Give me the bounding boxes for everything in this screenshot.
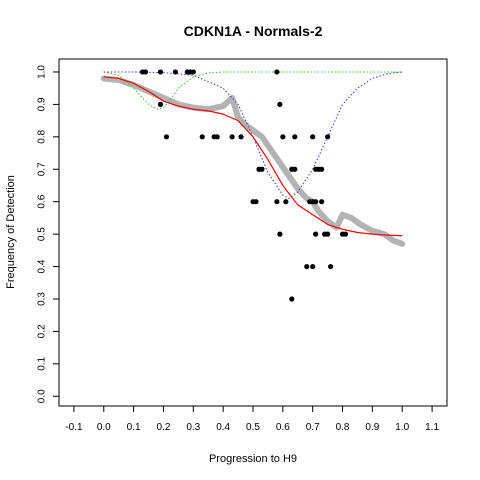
chart-title: CDKN1A - Normals-2 <box>184 23 323 39</box>
data-point <box>313 232 318 237</box>
x-tick-label: 0.5 <box>246 422 260 433</box>
data-point <box>230 134 235 139</box>
x-tick-label: 1.0 <box>395 422 409 433</box>
y-tick-label: 0.0 <box>37 389 48 403</box>
fit-series-line <box>104 77 402 236</box>
y-tick-label: 0.3 <box>37 292 48 306</box>
data-point <box>215 134 220 139</box>
x-tick-label: 0.7 <box>306 422 320 433</box>
plot-area <box>104 69 402 301</box>
data-point <box>319 199 324 204</box>
x-tick-label: 0.0 <box>97 422 111 433</box>
data-point <box>277 102 282 107</box>
data-point <box>310 264 315 269</box>
y-tick-label: 0.5 <box>37 227 48 241</box>
data-point <box>158 102 163 107</box>
data-point <box>200 134 205 139</box>
y-axis-label: Frequency of Detection <box>5 175 17 289</box>
x-tick-label: 0.6 <box>276 422 290 433</box>
x-tick-label: 0.9 <box>365 422 379 433</box>
data-point <box>310 134 315 139</box>
data-point <box>143 69 148 74</box>
x-tick-label: 0.8 <box>336 422 350 433</box>
data-point <box>283 199 288 204</box>
data-point <box>313 199 318 204</box>
x-tick-label: 0.4 <box>216 422 230 433</box>
data-point <box>274 199 279 204</box>
data-point <box>191 69 196 74</box>
plot-frame <box>59 59 447 406</box>
y-tick-label: 0.6 <box>37 194 48 208</box>
data-point <box>164 134 169 139</box>
data-point <box>292 134 297 139</box>
data-point <box>343 232 348 237</box>
data-point <box>158 69 163 74</box>
data-point <box>274 69 279 74</box>
data-point <box>325 232 330 237</box>
y-axis: 0.0 0.1 0.2 0.3 0.4 0.5 0.6 0.7 0.8 0.9 1.0 <box>37 65 60 404</box>
y-tick-label: 0.8 <box>37 129 48 143</box>
data-point <box>280 134 285 139</box>
data-point <box>328 264 333 269</box>
data-point <box>289 296 294 301</box>
x-tick-label: 0.2 <box>157 422 171 433</box>
smooth-series-line <box>104 78 402 243</box>
data-point <box>292 167 297 172</box>
data-point <box>325 134 330 139</box>
x-tick-label: 0.3 <box>186 422 200 433</box>
data-point <box>277 232 282 237</box>
data-point <box>319 167 324 172</box>
data-point <box>304 264 309 269</box>
y-tick-label: 0.9 <box>37 97 48 111</box>
data-point <box>259 167 264 172</box>
y-tick-label: 0.1 <box>37 356 48 370</box>
data-point <box>238 134 243 139</box>
data-point <box>253 199 258 204</box>
x-axis-label: Progression to H9 <box>209 453 297 465</box>
x-tick-label: 1.1 <box>425 422 439 433</box>
y-tick-label: 0.4 <box>37 259 48 273</box>
y-tick-label: 0.7 <box>37 162 48 176</box>
data-point <box>173 69 178 74</box>
y-tick-label: 1.0 <box>37 65 48 79</box>
x-tick-label: -0.1 <box>65 422 83 433</box>
x-tick-label: 0.1 <box>127 422 141 433</box>
y-tick-label: 0.2 <box>37 324 48 338</box>
x-axis: -0.1 0.0 0.1 0.2 0.3 0.4 0.5 0.6 0.7 0.8 0.9 1.0 1.1 <box>65 406 439 433</box>
